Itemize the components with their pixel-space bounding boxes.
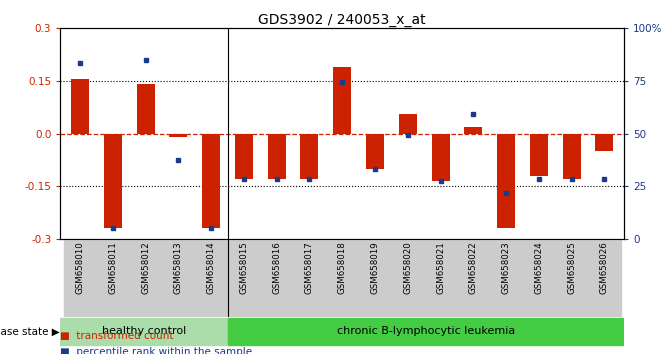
Bar [326,239,358,317]
Bar [333,67,351,133]
Bar [366,133,384,169]
Bar [227,318,624,346]
Text: GSM658021: GSM658021 [436,241,445,294]
Text: GSM658024: GSM658024 [534,241,544,294]
Bar [358,239,391,317]
Text: disease state ▶: disease state ▶ [0,326,60,336]
Bar [424,239,457,317]
Bar [431,133,450,181]
Bar [60,318,227,346]
Bar [97,239,130,317]
Text: GSM658026: GSM658026 [600,241,609,294]
Bar [235,133,253,179]
Text: GSM658014: GSM658014 [207,241,215,294]
Bar [260,239,293,317]
Text: GSM658015: GSM658015 [240,241,248,294]
Bar [202,133,220,228]
Text: GSM658022: GSM658022 [469,241,478,294]
Bar [195,239,227,317]
Text: GSM658019: GSM658019 [370,241,380,294]
Bar [104,133,122,228]
Text: GSM658020: GSM658020 [403,241,412,294]
Bar [301,133,319,179]
Text: GSM658023: GSM658023 [501,241,511,294]
Bar [457,239,490,317]
Text: ■  percentile rank within the sample: ■ percentile rank within the sample [60,347,252,354]
Bar [169,133,187,137]
Text: GSM658010: GSM658010 [76,241,85,294]
Bar [391,239,424,317]
Text: GSM658013: GSM658013 [174,241,183,294]
Title: GDS3902 / 240053_x_at: GDS3902 / 240053_x_at [258,13,426,27]
Bar [137,85,154,133]
Bar [530,133,548,176]
Bar [497,133,515,228]
Bar [588,239,621,317]
Bar [162,239,195,317]
Bar [595,133,613,151]
Bar [399,114,417,133]
Text: GSM658025: GSM658025 [567,241,576,294]
Bar [555,239,588,317]
Bar [130,239,162,317]
Text: GSM658011: GSM658011 [108,241,117,294]
Bar [71,79,89,133]
Bar [562,133,580,179]
Bar [464,127,482,133]
Text: GSM658016: GSM658016 [272,241,281,294]
Text: GSM658017: GSM658017 [305,241,314,294]
Bar [523,239,555,317]
Bar [268,133,286,179]
Text: GSM658018: GSM658018 [338,241,347,294]
Text: healthy control: healthy control [102,326,186,336]
Text: ■  transformed count: ■ transformed count [60,331,174,341]
Bar [490,239,523,317]
Bar [293,239,326,317]
Text: GSM658012: GSM658012 [141,241,150,294]
Bar [64,239,97,317]
Text: chronic B-lymphocytic leukemia: chronic B-lymphocytic leukemia [337,326,515,336]
Bar [227,239,260,317]
